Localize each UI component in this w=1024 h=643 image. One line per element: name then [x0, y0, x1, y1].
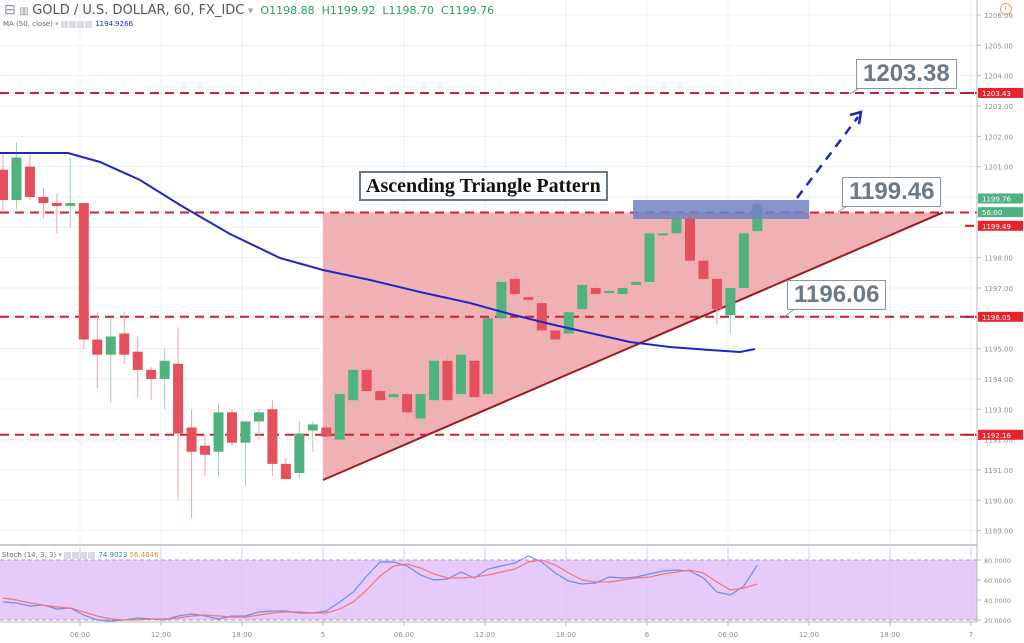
- svg-text:1203.00: 1203.00: [984, 103, 1013, 111]
- close-icon[interactable]: [84, 20, 92, 28]
- svg-text:12:00: 12:00: [151, 631, 171, 639]
- svg-text:1206.00: 1206.00: [984, 12, 1013, 20]
- svg-text:12:00: 12:00: [799, 631, 819, 639]
- stoch-label[interactable]: Stoch (14, 3, 3): [2, 551, 57, 559]
- svg-text:1189.00: 1189.00: [984, 528, 1013, 536]
- settings-icon[interactable]: [76, 20, 84, 28]
- stoch-d-value: 56.4646: [129, 551, 159, 559]
- help-icon[interactable]: [64, 551, 72, 559]
- pattern-title: Ascending Triangle Pattern: [359, 171, 608, 201]
- support-callout: 1196.06: [787, 280, 887, 310]
- svg-text:06:00: 06:00: [394, 631, 414, 639]
- candlesticks: [0, 142, 763, 519]
- svg-text:1195.00: 1195.00: [984, 346, 1013, 354]
- ohlc-open: O1198.88: [260, 4, 315, 17]
- clock-icon[interactable]: [1000, 3, 1012, 15]
- eye-icon[interactable]: [68, 20, 76, 28]
- svg-text:1192.16: 1192.16: [982, 432, 1011, 440]
- svg-text:18:00: 18:00: [880, 631, 900, 639]
- svg-text:1199.76: 1199.76: [982, 195, 1011, 203]
- svg-text:1192.00: 1192.00: [984, 437, 1013, 445]
- resistance-callout: 1199.46: [842, 177, 942, 207]
- svg-text:6: 6: [645, 631, 650, 639]
- svg-text:80.0000: 80.0000: [984, 557, 1011, 565]
- close-icon[interactable]: [88, 551, 96, 559]
- svg-text:7: 7: [969, 631, 973, 639]
- ohlc-high: H1199.92: [321, 4, 376, 17]
- svg-text:18:00: 18:00: [556, 631, 576, 639]
- svg-text:20.0000: 20.0000: [984, 617, 1011, 625]
- drawing-tools: [633, 85, 863, 318]
- svg-text:1193.00: 1193.00: [984, 406, 1013, 414]
- stoch-k-value: 74.9023: [98, 551, 128, 559]
- svg-text:12:00: 12:00: [475, 631, 495, 639]
- moving-average-line: [0, 152, 756, 354]
- horizontal-levels: [0, 91, 977, 436]
- svg-text:18:00: 18:00: [232, 631, 252, 639]
- svg-text:1190.00: 1190.00: [984, 497, 1013, 505]
- svg-text:06:00: 06:00: [70, 631, 90, 639]
- minus-box-icon[interactable]: ⊟: [4, 2, 16, 18]
- symbol-name[interactable]: GOLD / U.S. DOLLAR, 60, FX_IDC: [32, 3, 245, 18]
- target-callout: 1203.38: [856, 59, 957, 89]
- svg-text:1194.00: 1194.00: [984, 376, 1013, 384]
- help-icon[interactable]: [60, 20, 68, 28]
- bars-icon: ▥: [19, 6, 29, 17]
- svg-text:1196.05: 1196.05: [982, 314, 1011, 322]
- svg-text:1199.49: 1199.49: [982, 223, 1011, 231]
- chevron-down-icon[interactable]: ▾: [247, 4, 254, 17]
- svg-text:1204.00: 1204.00: [984, 73, 1013, 81]
- svg-text:40.0000: 40.0000: [984, 597, 1011, 605]
- ma-value: 1194.9266: [95, 20, 133, 28]
- svg-text:1205.00: 1205.00: [984, 42, 1013, 50]
- symbol-legend: ⊟ ▥ GOLD / U.S. DOLLAR, 60, FX_IDC ▾ O11…: [4, 2, 494, 18]
- svg-text:1198.00: 1198.00: [984, 255, 1013, 263]
- chevron-down-icon[interactable]: ▾: [55, 20, 59, 28]
- svg-text:1197.00: 1197.00: [984, 285, 1013, 293]
- stoch-legend: Stoch (14, 3, 3) ▾ 74.9023 56.4646: [2, 551, 159, 559]
- svg-text:06:00: 06:00: [718, 631, 738, 639]
- svg-text:5: 5: [321, 631, 325, 639]
- settings-icon[interactable]: [80, 551, 88, 559]
- eye-icon[interactable]: [72, 551, 80, 559]
- ma-label[interactable]: MA (50, close): [3, 20, 53, 28]
- ma-legend: MA (50, close) ▾ 1194.9266: [3, 20, 133, 28]
- chevron-down-icon[interactable]: ▾: [58, 551, 62, 559]
- svg-text:1191.00: 1191.00: [984, 467, 1013, 475]
- svg-text:60.0000: 60.0000: [984, 577, 1011, 585]
- stochastic-pane: [0, 548, 977, 622]
- ohlc-close: C1199.76: [440, 4, 495, 17]
- ohlc-low: L1198.70: [382, 4, 434, 17]
- svg-text:1202.00: 1202.00: [984, 133, 1013, 141]
- svg-text:56:00: 56:00: [982, 209, 1002, 217]
- svg-text:1203.43: 1203.43: [982, 90, 1011, 98]
- svg-text:1201.00: 1201.00: [984, 164, 1013, 172]
